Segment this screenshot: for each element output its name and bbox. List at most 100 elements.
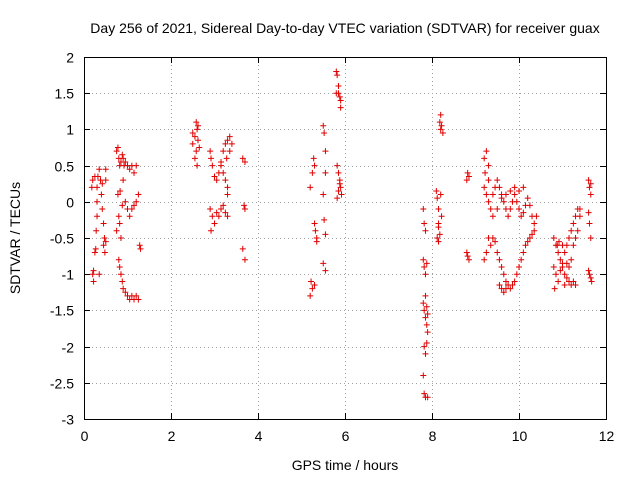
data-point [119,278,126,285]
data-point [114,144,121,151]
data-point [511,191,518,198]
data-point [434,235,441,241]
data-point [435,238,442,245]
data-point [215,213,222,220]
data-point [481,155,488,162]
data-point [505,213,512,220]
y-tick-label: -0.5 [50,231,74,247]
data-point [463,249,470,256]
data-point [481,256,488,263]
data-point [485,162,492,169]
data-point [320,191,327,198]
data-point [309,285,316,292]
data-point [421,390,428,397]
data-point [98,191,105,198]
data-point [241,206,248,213]
data-point [576,206,583,213]
data-point [135,296,142,303]
data-point [228,140,235,147]
data-point [96,271,103,278]
data-point [94,184,101,191]
data-point [126,166,133,173]
data-point [587,235,594,241]
x-tick-label: 6 [342,428,350,444]
y-tick-label: 1.5 [55,86,75,102]
data-point [482,169,489,176]
y-tick-label: -3 [62,412,75,428]
data-point [94,198,101,205]
data-point [551,285,558,292]
data-point [101,235,108,241]
data-point [102,166,109,173]
data-point [563,274,570,281]
data-point [464,169,471,176]
data-point [241,202,248,209]
data-point [208,155,215,162]
x-tick-label: 10 [512,428,528,444]
data-point [334,195,341,202]
data-point [119,151,126,158]
data-point [423,260,430,267]
data-point [120,285,127,292]
data-point [557,256,564,263]
data-point [507,206,514,213]
x-tick-labels: 0 2 4 6 8 10 12 [81,428,615,444]
data-point [307,292,314,299]
data-point [91,249,98,256]
data-point [218,158,225,165]
data-point [502,278,509,285]
data-point [334,162,341,169]
data-point [420,256,427,263]
data-point [511,184,518,191]
data-point [194,126,201,133]
data-point [550,235,557,241]
data-point [516,187,522,194]
data-point [483,191,490,198]
data-point [574,227,581,234]
data-point [313,238,320,245]
data-point [555,278,562,285]
data-point [194,122,201,129]
data-point [485,177,492,184]
data-point [90,278,97,285]
data-point [516,206,522,213]
data-point [189,130,196,137]
data-point [321,216,328,223]
y-tick-labels: 2 1.5 1 0.5 0 -0.5 -1 -1.5 -2 -2.5 -3 [50,50,74,428]
data-point [587,274,594,281]
data-point [576,213,583,220]
data-point [502,191,509,198]
data-point [520,209,527,216]
data-point [99,180,106,187]
data-point [89,177,96,184]
data-point [421,263,428,270]
data-point [526,235,533,241]
data-point [433,187,440,194]
data-point [422,271,429,278]
data-point [117,271,124,278]
data-point [561,282,568,289]
data-point [424,311,431,318]
data-point [561,271,568,278]
data-point [337,104,344,111]
data-point [128,206,135,213]
data-point [336,180,343,187]
data-point [102,177,109,184]
data-point [224,184,231,191]
data-point [522,242,529,249]
data-point [563,260,570,267]
data-point [422,292,429,299]
data-point [117,235,124,241]
data-point [102,238,109,245]
data-point [191,133,198,140]
data-point [436,119,443,126]
data-point [336,93,343,100]
data-point [136,242,143,249]
y-tick-label: 1 [66,122,74,138]
data-point [211,220,218,227]
data-point [511,278,518,285]
data-point [421,220,428,227]
data-point [239,245,246,252]
data-point [500,271,507,278]
data-point [239,155,246,162]
